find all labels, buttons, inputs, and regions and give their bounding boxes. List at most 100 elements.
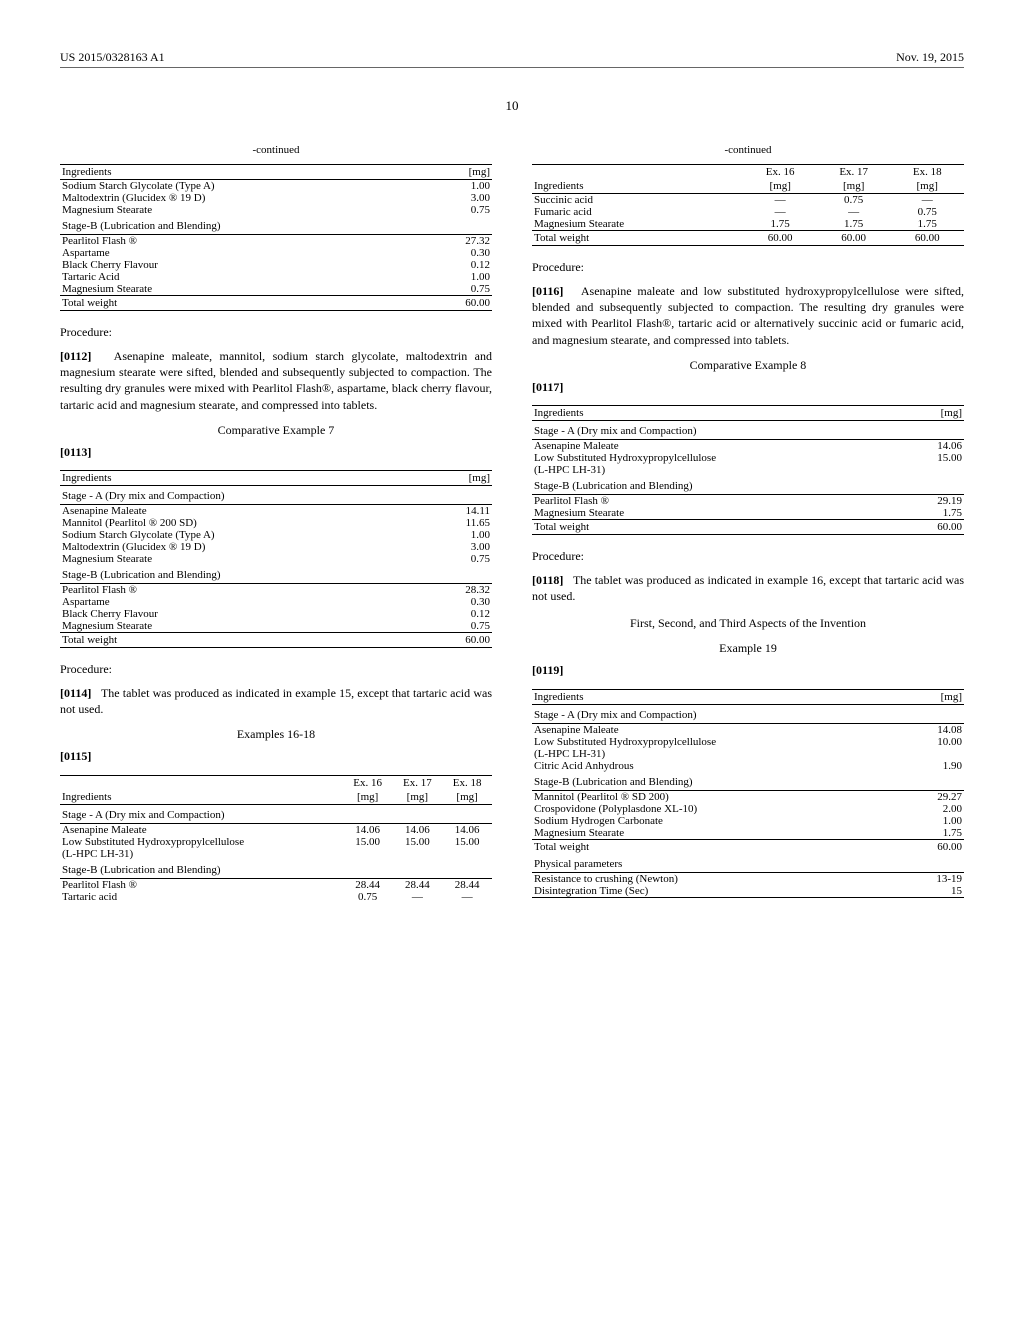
table-row: Citric Acid Anhydrous	[532, 760, 905, 772]
table-row: Disintegration Time (Sec)	[532, 885, 905, 898]
cell: 0.75	[428, 620, 492, 633]
para-text: The tablet was produced as indicated in …	[60, 686, 492, 716]
cell: 14.06	[442, 823, 492, 836]
right-column: -continued Ex. 16Ex. 17Ex. 18 Ingredient…	[532, 144, 964, 917]
stage-b-label: Stage-B (Lubrication and Blending)	[60, 216, 427, 235]
cell: 15.00	[442, 836, 492, 848]
cell: 14.06	[343, 823, 393, 836]
cell: 28.44	[442, 878, 492, 891]
table-row: Sodium Starch Glycolate (Type A)	[60, 180, 427, 193]
table-row: Maltodextrin (Glucidex ® 19 D)	[60, 192, 427, 204]
table-row: Low Substituted Hydroxypropylcellulose	[532, 736, 905, 748]
table-row: Asenapine Maleate	[532, 723, 905, 736]
cell: 29.19	[906, 494, 964, 507]
cell: 28.32	[428, 583, 492, 596]
table-row: Magnesium Stearate	[532, 827, 905, 840]
table-ex19: Ingredients[mg] Stage - A (Dry mix and C…	[532, 689, 964, 898]
cell	[906, 464, 964, 476]
table-row: Mannitol (Pearlitol ® 200 SD)	[60, 517, 428, 529]
col-ingredients: Ingredients	[60, 790, 343, 805]
table-row: Crospovidone (Polyplasdone XL-10)	[532, 803, 905, 815]
procedure-heading: Procedure:	[60, 325, 492, 340]
total-value: 60.00	[906, 519, 964, 534]
table-row: Mannitol (Pearlitol ® SD 200)	[532, 790, 905, 803]
table-row: Black Cherry Flavour	[60, 608, 428, 620]
col-mg: [mg]	[442, 790, 492, 805]
stage-b-label: Stage-B (Lubrication and Blending)	[532, 476, 906, 495]
cell: 0.75	[427, 204, 492, 216]
cell: 1.75	[743, 218, 817, 231]
cell: 1.75	[817, 218, 891, 231]
cell: —	[393, 891, 443, 903]
cell: 15.00	[343, 836, 393, 848]
cell: —	[743, 206, 817, 218]
table-row: Asenapine Maleate	[532, 439, 906, 452]
col-mg: [mg]	[427, 165, 492, 180]
col-ex18: Ex. 18	[442, 775, 492, 790]
table-row: (L-HPC LH-31)	[532, 464, 906, 476]
cell: 15.00	[906, 452, 964, 464]
cell: 13-19	[905, 872, 964, 885]
total-value: 60.00	[428, 632, 492, 647]
cell: 0.75	[890, 206, 964, 218]
paragraph: [0117]	[532, 379, 964, 395]
cell: —	[743, 194, 817, 207]
paragraph: [0119]	[532, 662, 964, 678]
total-value: 60.00	[905, 839, 964, 854]
cell: 1.90	[905, 760, 964, 772]
col-ex16: Ex. 16	[743, 165, 817, 180]
cell: 1.75	[890, 218, 964, 231]
table-row: Magnesium Stearate	[532, 507, 906, 520]
table-comp8: Ingredients[mg] Stage - A (Dry mix and C…	[532, 405, 964, 535]
stage-a-label: Stage - A (Dry mix and Compaction)	[60, 804, 343, 823]
stage-a-label: Stage - A (Dry mix and Compaction)	[532, 420, 906, 439]
stage-a-label: Stage - A (Dry mix and Compaction)	[532, 704, 905, 723]
table-row: Fumaric acid	[532, 206, 743, 218]
col-ingredients: Ingredients	[60, 470, 428, 485]
cell: 1.00	[905, 815, 964, 827]
continued-label: -continued	[532, 144, 964, 156]
aspects-heading: First, Second, and Third Aspects of the …	[532, 616, 964, 631]
paragraph: [0115]	[60, 748, 492, 764]
cell: 10.00	[905, 736, 964, 748]
col-ex17: Ex. 17	[817, 165, 891, 180]
cell: 0.75	[427, 283, 492, 296]
cell: 11.65	[428, 517, 492, 529]
paragraph: [0113]	[60, 444, 492, 460]
example-heading: Examples 16-18	[60, 727, 492, 742]
col-mg: [mg]	[906, 405, 964, 420]
table-row: Low Substituted Hydroxypropylcellulose	[532, 452, 906, 464]
cell: —	[442, 891, 492, 903]
total-label: Total weight	[60, 632, 428, 647]
paragraph: [0118] The tablet was produced as indica…	[532, 572, 964, 604]
para-num: [0119]	[532, 663, 563, 677]
table-row: Pearlitol Flash ®	[60, 583, 428, 596]
table-row: Maltodextrin (Glucidex ® 19 D)	[60, 541, 428, 553]
stage-a-label: Stage - A (Dry mix and Compaction)	[60, 485, 428, 504]
total-label: Total weight	[532, 839, 905, 854]
para-num: [0112]	[60, 349, 91, 363]
cell: 0.30	[427, 247, 492, 259]
para-num: [0113]	[60, 445, 91, 459]
cell: —	[817, 206, 891, 218]
patent-number: US 2015/0328163 A1	[60, 50, 165, 65]
cell: 14.06	[393, 823, 443, 836]
para-num: [0114]	[60, 686, 91, 700]
table-row: (L-HPC LH-31)	[60, 848, 343, 860]
total-value: 60.00	[743, 231, 817, 246]
page-header: US 2015/0328163 A1 Nov. 19, 2015	[60, 50, 964, 68]
cell: 1.00	[427, 271, 492, 283]
cell: 15.00	[393, 836, 443, 848]
cell: 1.75	[905, 827, 964, 840]
paragraph: [0116] Asenapine maleate and low substit…	[532, 283, 964, 348]
cell: 27.32	[427, 235, 492, 248]
cell: 0.75	[428, 553, 492, 565]
procedure-heading: Procedure:	[532, 260, 964, 275]
col-ex18: Ex. 18	[890, 165, 964, 180]
table-row: Magnesium Stearate	[60, 283, 427, 296]
cell: 1.75	[906, 507, 964, 520]
paragraph: [0114] The tablet was produced as indica…	[60, 685, 492, 717]
table-row: Magnesium Stearate	[60, 553, 428, 565]
table-row: Asenapine Maleate	[60, 823, 343, 836]
col-mg: [mg]	[428, 470, 492, 485]
